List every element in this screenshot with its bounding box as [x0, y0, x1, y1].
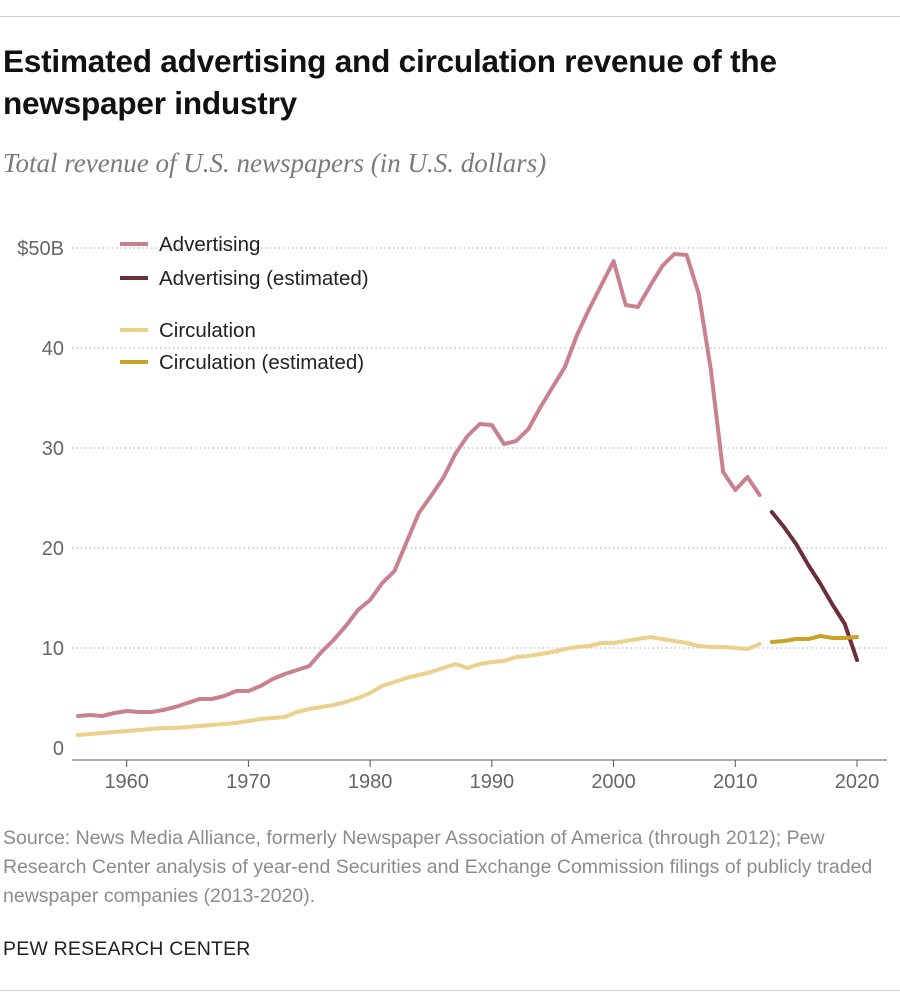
- line-chart: 0 10 20 30 40 $50B 1960 1970 1980 1990 2000 2010 20…: [17, 233, 887, 793]
- x-tick-label: 1960: [104, 771, 149, 793]
- y-tick-label: 40: [42, 338, 64, 360]
- legend-label-advertising: Advertising: [159, 233, 260, 256]
- series-line-circulation: [76, 635, 762, 737]
- legend: Advertising Advertising (estimated) Circul…: [120, 233, 369, 374]
- y-tick-label: 30: [42, 438, 64, 460]
- brand-label: PEW RESEARCH CENTER: [3, 938, 251, 960]
- y-axis-tick-labels: 0 10 20 30 40 $50B: [17, 238, 64, 760]
- x-tick-label: 1990: [470, 771, 515, 793]
- y-tick-label: $50B: [17, 238, 64, 260]
- y-tick-label: 10: [42, 638, 64, 660]
- source-note: Source: News Media Alliance, formerly Ne…: [3, 827, 873, 907]
- legend-label-circulation: Circulation: [159, 319, 256, 342]
- legend-label-circulation-estimated: Circulation (estimated): [159, 351, 364, 374]
- chart-title: Estimated advertising and circulation re…: [3, 43, 777, 121]
- top-rule: [0, 16, 900, 17]
- series-layer: [76, 252, 859, 737]
- chart-subtitle: Total revenue of U.S. newspapers (in U.S…: [3, 148, 547, 178]
- y-tick-label: 20: [42, 538, 64, 560]
- x-tick-label: 1970: [226, 771, 271, 793]
- series-line-advertising: [76, 252, 762, 718]
- series-line-circulation-estimated: [769, 634, 859, 644]
- legend-label-advertising-estimated: Advertising (estimated): [159, 267, 369, 290]
- x-tick-label: 2010: [713, 771, 758, 793]
- x-tick-label: 1980: [348, 771, 393, 793]
- series-line-advertising-estimated: [769, 510, 859, 662]
- x-tick-label: 2000: [591, 771, 636, 793]
- x-axis: 1960 1970 1980 1990 2000 2010 2020: [72, 759, 887, 793]
- x-tick-label: 2020: [835, 771, 880, 793]
- bottom-rule: [0, 990, 900, 991]
- grid-layer: [72, 247, 887, 649]
- y-tick-label: 0: [53, 738, 64, 760]
